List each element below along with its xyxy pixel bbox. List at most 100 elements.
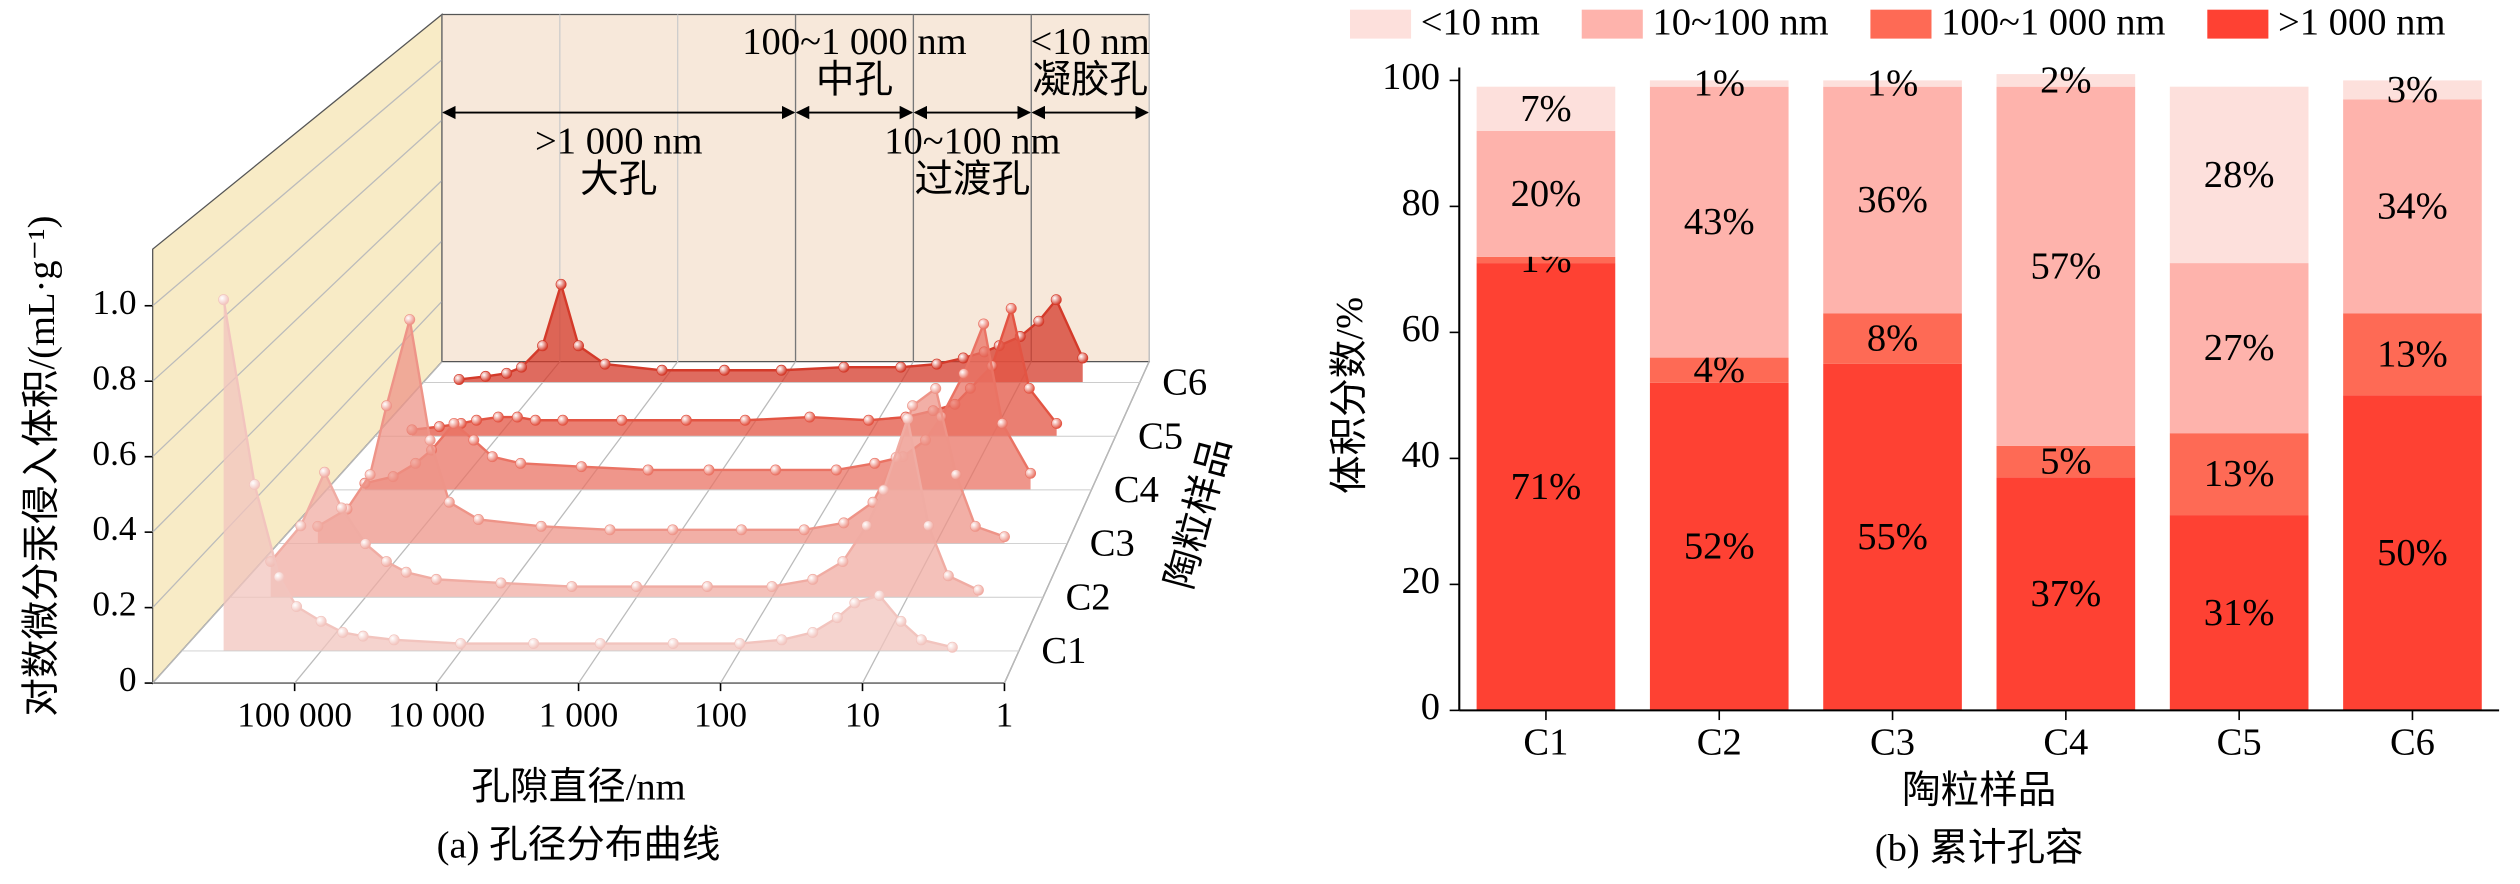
point (667, 638, 679, 649)
data-label: 7% (1520, 88, 1571, 130)
bar-segment (1476, 263, 1616, 711)
point (837, 556, 849, 567)
legend-swatch (1350, 9, 1412, 39)
series-label: C5 (1138, 415, 1183, 457)
bar-segment (1823, 363, 1962, 711)
point (838, 361, 850, 373)
point (930, 383, 942, 394)
grid-line (152, 180, 443, 458)
data-label: 36% (1857, 179, 1928, 221)
point (798, 524, 810, 536)
point (537, 340, 549, 352)
data-label: 20% (1511, 173, 1582, 215)
y-tick-label: 0.2 (92, 584, 136, 624)
point (359, 538, 371, 550)
legend-swatch (2207, 9, 2269, 39)
point (807, 626, 819, 638)
point (535, 520, 547, 532)
x-tick-label: C5 (2217, 722, 2262, 764)
region-name: 过渡孔 (914, 158, 1030, 201)
data-label: 3% (2387, 69, 2438, 111)
data-label: 27% (2204, 327, 2275, 369)
data-label: 34% (2377, 185, 2448, 227)
point (218, 294, 230, 306)
point (594, 638, 606, 649)
point (831, 612, 843, 624)
point (656, 364, 668, 376)
point (515, 457, 527, 469)
point (337, 626, 349, 638)
point (642, 464, 654, 476)
point (804, 411, 816, 423)
point (604, 524, 616, 536)
x-tick-label: 10 (845, 695, 880, 735)
point (736, 524, 747, 536)
region-range: >1 000 nm (535, 121, 702, 163)
point (528, 638, 540, 649)
point (273, 571, 285, 583)
point (380, 556, 392, 567)
bar-segment (2343, 395, 2482, 711)
x-tick-label: C2 (1697, 722, 1742, 764)
point (599, 358, 611, 370)
data-label: 13% (2204, 453, 2275, 495)
cumulative-volume-chart: 71%1%20%7%C152%4%43%1%C255%8%36%1%C337%5… (1329, 2, 2500, 870)
data-label: 13% (2377, 334, 2448, 376)
y-tick-label: 0 (119, 659, 137, 699)
point (557, 414, 569, 426)
grid-line (152, 300, 443, 609)
region-name: 中孔 (816, 59, 893, 101)
y-axis-label: 对数微分汞侵入体积/(mL·g⁻¹) (21, 216, 63, 717)
data-label: 2% (2040, 59, 2091, 101)
point (529, 414, 541, 426)
point (291, 601, 303, 613)
point (1077, 352, 1089, 364)
y-tick-label: 0 (1421, 686, 1440, 728)
point (315, 615, 327, 627)
point (766, 581, 778, 592)
bar-segment (1823, 80, 1962, 87)
point (849, 597, 861, 609)
bar-segment (1823, 86, 1962, 314)
y-tick-label: 0.6 (92, 433, 136, 473)
bar-segment (1649, 357, 1789, 383)
y-tick-label: 100 (1382, 56, 1440, 98)
point (863, 414, 875, 426)
point (455, 638, 467, 649)
point (830, 464, 842, 476)
point (776, 634, 788, 646)
legend-label: 100~1 000 nm (1941, 2, 2165, 44)
point (869, 457, 881, 469)
grid-line (578, 361, 797, 684)
point (996, 418, 1008, 429)
point (902, 413, 914, 425)
data-label: 50% (2377, 532, 2448, 574)
grid-line (436, 361, 679, 684)
point (972, 584, 984, 596)
point (946, 641, 958, 653)
bar-segment (1996, 477, 2136, 711)
x-tick-label: 1 000 (539, 695, 619, 735)
data-label: 52% (1684, 526, 1755, 568)
bar-segment (1649, 86, 1789, 358)
point (516, 361, 528, 373)
point (555, 278, 567, 290)
point (667, 524, 679, 536)
y-tick-label: 20 (1401, 560, 1440, 602)
y-axis-label: 体积分数/% (1329, 297, 1371, 494)
pore-distribution-chart: 0 0.2 0.4 0.6 0.8 1.0 100 000 10 000 1 000 100 10 1… (21, 13, 1239, 866)
point (433, 421, 445, 433)
bar-segment (1649, 382, 1789, 711)
point (364, 469, 376, 481)
grid-line (1003, 361, 1150, 684)
point (566, 581, 578, 592)
legend-swatch (1581, 9, 1643, 39)
legend-swatch (1870, 9, 1932, 39)
point (381, 400, 393, 412)
point (443, 496, 455, 508)
caption: (a) 孔径分布曲线 (437, 824, 721, 866)
legend-label: 10~100 nm (1652, 2, 1828, 44)
x-tick-label: 1 (996, 695, 1014, 735)
bar-segment (2343, 313, 2482, 396)
